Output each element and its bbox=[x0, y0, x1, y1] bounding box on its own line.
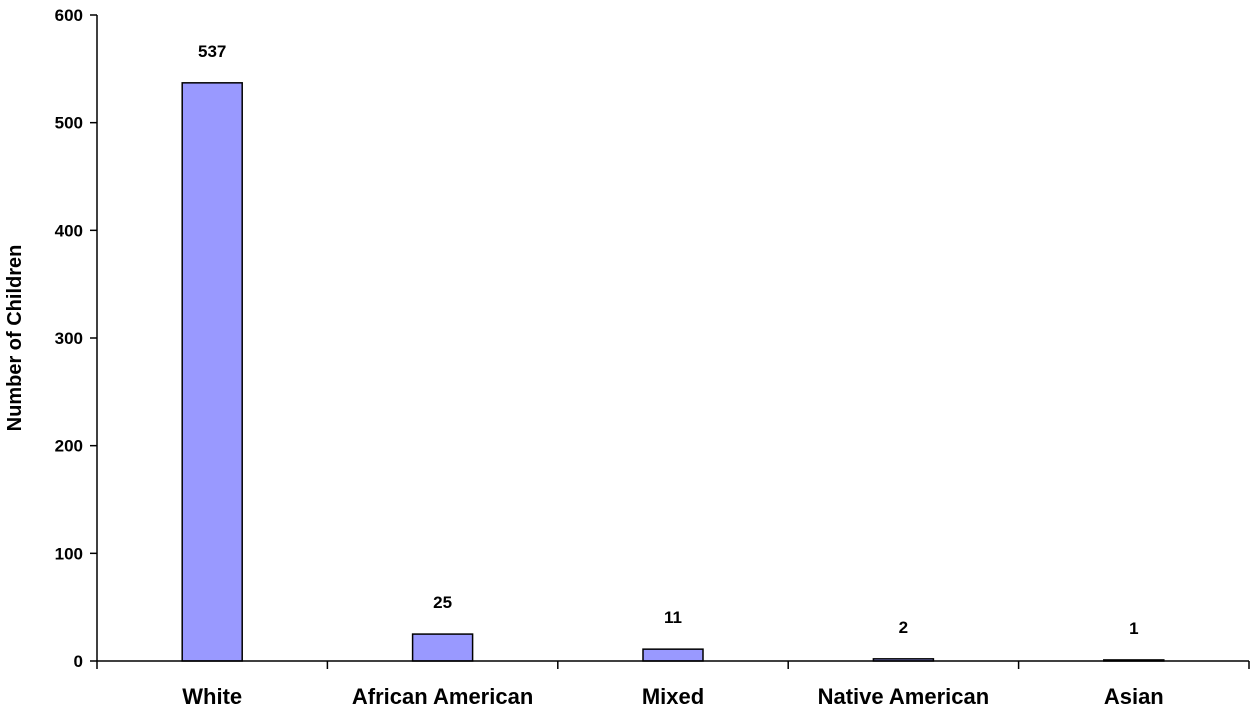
y-tick-label: 0 bbox=[74, 652, 83, 671]
y-axis-title: Number of Children bbox=[4, 245, 26, 432]
data-label: 2 bbox=[899, 618, 908, 637]
data-label: 11 bbox=[664, 608, 682, 627]
y-tick-label: 600 bbox=[55, 6, 83, 25]
data-label: 537 bbox=[198, 42, 226, 61]
y-tick-label: 300 bbox=[55, 329, 83, 348]
y-tick-label: 200 bbox=[55, 437, 83, 456]
y-axis-ticks: 0 100 200 300 400 500 600 bbox=[55, 6, 97, 671]
y-tick-label: 400 bbox=[55, 221, 83, 240]
data-label: 25 bbox=[433, 593, 452, 612]
x-category-label: Asian bbox=[1104, 684, 1164, 709]
y-tick-label: 100 bbox=[55, 544, 83, 563]
y-tick-label: 500 bbox=[55, 114, 83, 133]
bar-mixed bbox=[642, 648, 704, 662]
bars: 537 25 11 2 1 bbox=[181, 42, 1165, 662]
x-category-label: African American bbox=[352, 684, 533, 709]
x-axis-ticks: White African American Mixed Native America… bbox=[96, 661, 1250, 709]
bar-white bbox=[181, 82, 243, 662]
x-category-label: White bbox=[182, 684, 242, 709]
x-category-label: Mixed bbox=[642, 684, 704, 709]
data-label: 1 bbox=[1129, 619, 1138, 638]
x-category-label: Native American bbox=[818, 684, 990, 709]
bar-african-american bbox=[411, 633, 474, 662]
